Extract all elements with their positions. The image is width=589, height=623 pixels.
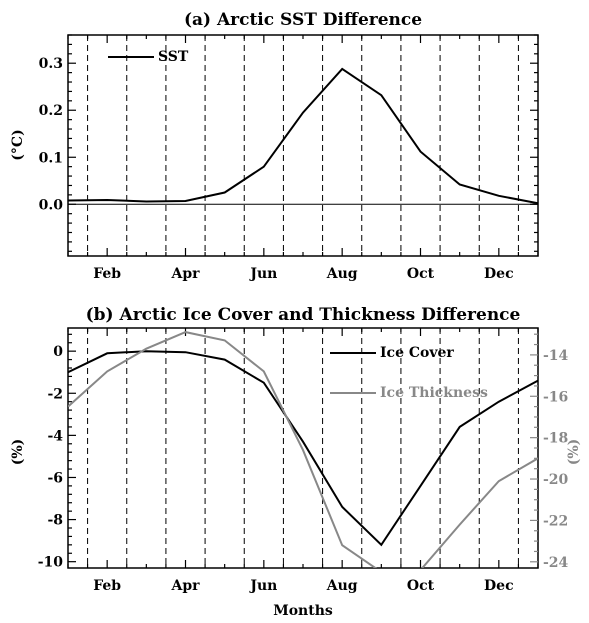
- panel-b-title: (b) Arctic Ice Cover and Thickness Diffe…: [86, 305, 521, 325]
- ytick-label-0: 0: [53, 344, 63, 360]
- xtick-label-5: Dec: [484, 266, 514, 282]
- ytick-right-label-0: -14: [543, 348, 569, 364]
- series-line-sst: [68, 67, 538, 205]
- plot-frame: [67, 34, 539, 257]
- xtick-label-1: Apr: [170, 266, 200, 282]
- ytick-label-2: 0.2: [39, 103, 63, 119]
- xtick-label-5: Dec: [484, 578, 514, 594]
- legend-label-0: Ice Cover: [380, 345, 454, 361]
- ytick-label-3: -6: [47, 470, 63, 486]
- xtick-label-2: Jun: [248, 578, 277, 594]
- panel-b-xlabel: Months: [273, 603, 333, 619]
- ytick-label-0: 0.0: [39, 197, 64, 213]
- ytick-label-4: -8: [47, 513, 63, 529]
- panel-b-ylabel-left: (%): [10, 439, 26, 466]
- legend-label-1: Ice Thickness: [380, 385, 488, 401]
- ytick-label-5: -10: [38, 555, 64, 571]
- xtick-label-4: Oct: [407, 266, 435, 282]
- panel-b-ylabel-right: (%): [566, 439, 582, 466]
- ytick-right-label-4: -22: [543, 513, 568, 529]
- xtick-label-3: Aug: [326, 266, 358, 282]
- series-line-ice-cover: [68, 350, 538, 547]
- xtick-label-2: Jun: [248, 266, 277, 282]
- ytick-label-3: 0.3: [39, 56, 63, 72]
- legend-label-0: SST: [158, 49, 189, 65]
- panel-a-ylabel: (°C): [10, 129, 26, 160]
- xtick-label-0: Feb: [93, 266, 121, 282]
- ytick-right-label-1: -16: [543, 389, 568, 405]
- ytick-label-1: 0.1: [39, 150, 63, 166]
- panel-b-ice: (b) Arctic Ice Cover and Thickness Diffe…: [10, 305, 582, 619]
- ytick-right-label-3: -20: [543, 472, 569, 488]
- ytick-label-2: -4: [47, 428, 63, 444]
- xtick-label-0: Feb: [93, 578, 121, 594]
- panel-a-sst: (a) Arctic SST Difference (°C) Feb Apr Jun…: [10, 10, 539, 282]
- xtick-label-3: Aug: [326, 578, 358, 594]
- ytick-label-1: -2: [47, 386, 63, 402]
- xtick-label-1: Apr: [170, 578, 200, 594]
- ytick-right-label-2: -18: [543, 431, 568, 447]
- panel-a-title: (a) Arctic SST Difference: [184, 10, 422, 30]
- ytick-right-label-5: -24: [543, 555, 569, 571]
- xtick-label-4: Oct: [407, 578, 435, 594]
- series-line-ice-thickness: [68, 331, 538, 568]
